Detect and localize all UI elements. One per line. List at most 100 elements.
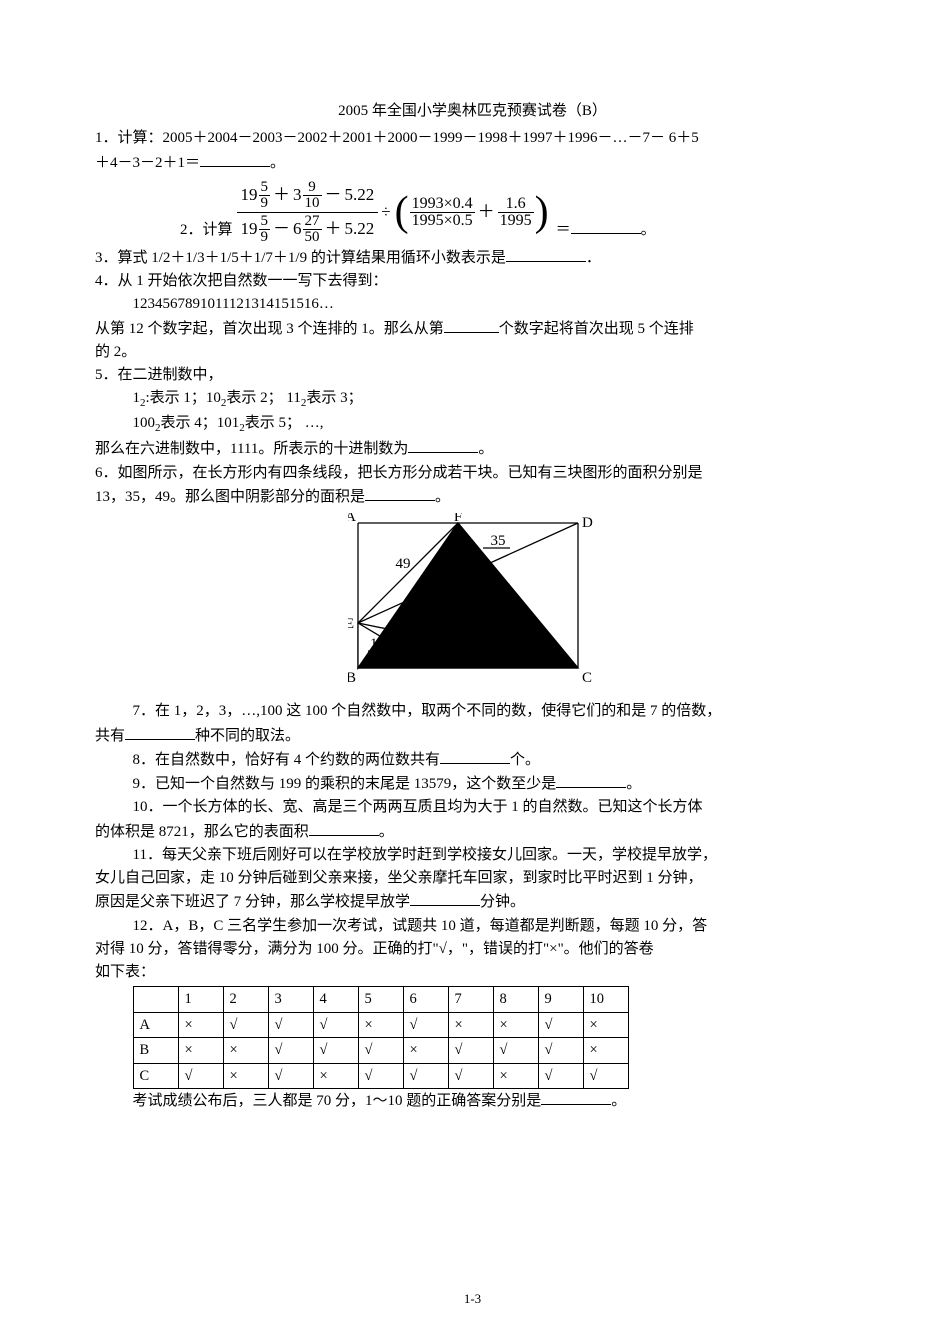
q5-line4: 那么在六进制数中，1111。所表示的十进制数为。 <box>95 437 850 461</box>
table-header-cell: 2 <box>223 987 268 1012</box>
q1-line1: 1．计算：2005＋2004－2003－2002＋2001＋2000－1999－… <box>95 127 850 150</box>
q2-label: 2．计算 <box>180 219 233 246</box>
document-page: 2005 年全国小学奥林匹克预赛试卷（B） 1．计算：2005＋2004－200… <box>0 0 945 1337</box>
table-cell: √ <box>313 1038 358 1063</box>
table-cell: × <box>583 1012 628 1037</box>
q2-frac3: 1.61995 <box>498 196 534 229</box>
q6-line2: 13，35，49。那么图中阴影部分的面积是。 <box>95 485 850 509</box>
q10-line1: 10．一个长方体的长、宽、高是三个两两互质且均为大于 1 的自然数。已知这个长方… <box>95 796 850 819</box>
q2-mainfrac: 1959 ＋ 3910 － 5.22 1959 － 62750 ＋ 5.22 <box>237 179 379 246</box>
table-row: C√×√×√√√×√√ <box>133 1063 628 1088</box>
q7-line1: 7．在 1，2，3，…,100 这 100 个自然数中，取两个不同的数，使得它们… <box>95 700 850 723</box>
table-cell: √ <box>268 1012 313 1037</box>
table-cell: × <box>223 1063 268 1088</box>
q10-line2: 的体积是 8721，那么它的表面积。 <box>95 820 850 844</box>
q5-line2: 12:表示 1；102表示 2； 112表示 3； <box>95 387 850 412</box>
table-header-cell: 5 <box>358 987 403 1012</box>
q2-denominator: 1959 － 62750 ＋ 5.22 <box>237 213 379 246</box>
q12-line4: 考试成绩公布后，三人都是 70 分，1～10 题的正确答案分别是。 <box>95 1089 850 1113</box>
svg-text:49: 49 <box>395 556 410 572</box>
table-cell: √ <box>223 1012 268 1037</box>
table-cell: × <box>403 1038 448 1063</box>
svg-text:A: A <box>348 513 356 525</box>
table-header-cell: 1 <box>178 987 223 1012</box>
q6-figure: ADBCFE493513 <box>95 513 850 696</box>
q3-blank <box>506 246 586 262</box>
q4-blank <box>444 317 499 333</box>
table-cell: × <box>178 1012 223 1037</box>
q2-den-m1: 1959 <box>241 214 271 245</box>
svg-text:D: D <box>582 515 593 531</box>
q12-blank <box>541 1089 611 1105</box>
svg-text:C: C <box>582 670 592 686</box>
q2-frac2: 1993×0.41995×0.5 <box>410 196 475 229</box>
q6-blank <box>365 485 435 501</box>
q11-blank <box>410 890 480 906</box>
table-cell: √ <box>358 1063 403 1088</box>
q2-paren-open: ( <box>394 191 410 233</box>
svg-text:F: F <box>453 513 461 525</box>
table-row: B××√√√×√√√× <box>133 1038 628 1063</box>
table-cell: × <box>313 1063 358 1088</box>
q3: 3．算式 1/2＋1/3＋1/5＋1/7＋1/9 的计算结果用循环小数表示是． <box>95 246 850 270</box>
table-cell: C <box>133 1063 178 1088</box>
table-cell: √ <box>178 1063 223 1088</box>
table-cell: × <box>493 1012 538 1037</box>
table-cell: √ <box>493 1038 538 1063</box>
q1-blank <box>200 151 270 167</box>
q11-line3: 原因是父亲下班迟了 7 分钟，那么学校提早放学分钟。 <box>95 890 850 914</box>
table-cell: √ <box>268 1063 313 1088</box>
q2-den-m2: 62750 <box>293 214 322 245</box>
table-cell: √ <box>358 1038 403 1063</box>
table-row: A×√√√×√××√× <box>133 1012 628 1037</box>
table-header-cell: 10 <box>583 987 628 1012</box>
table-cell: √ <box>448 1063 493 1088</box>
table-header-cell: 8 <box>493 987 538 1012</box>
q7-line2: 共有种不同的取法。 <box>95 724 850 748</box>
q9-blank <box>556 772 626 788</box>
table-header-cell: 4 <box>313 987 358 1012</box>
table-cell: × <box>493 1063 538 1088</box>
table-cell: √ <box>403 1063 448 1088</box>
table-header-cell: 7 <box>448 987 493 1012</box>
q11-line2: 女儿自己回家，走 10 分钟后碰到父亲来接，坐父亲摩托车回家，到家时比平时迟到 … <box>95 867 850 890</box>
table-cell: √ <box>403 1012 448 1037</box>
q8-blank <box>440 748 510 764</box>
page-title: 2005 年全国小学奥林匹克预赛试卷（B） <box>95 100 850 123</box>
page-footer: 1-3 <box>0 1289 945 1309</box>
q8: 8．在自然数中，恰好有 4 个约数的两位数共有个。 <box>95 748 850 772</box>
q2-num-m1: 1959 <box>241 180 271 211</box>
table-cell: B <box>133 1038 178 1063</box>
q6-line1: 6．如图所示，在长方形内有四条线段，把长方形分成若干块。已知有三块图形的面积分别… <box>95 462 850 485</box>
q2-paren-close: ) <box>534 191 550 233</box>
q4-line4: 的 2。 <box>95 341 850 364</box>
q11-line1: 11．每天父亲下班后刚好可以在学校放学时赶到学校接女儿回家。一天，学校提早放学， <box>95 844 850 867</box>
table-cell: √ <box>538 1012 583 1037</box>
table-cell: × <box>223 1038 268 1063</box>
q2-num-m2: 3910 <box>293 180 322 211</box>
q5-line1: 5．在二进制数中， <box>95 364 850 387</box>
table-header-cell: 9 <box>538 987 583 1012</box>
q10-blank <box>309 820 379 836</box>
q6-svg: ADBCFE493513 <box>348 513 598 688</box>
table-cell: × <box>583 1038 628 1063</box>
table-header-cell: 3 <box>268 987 313 1012</box>
q5-blank <box>408 437 478 453</box>
q12-line1: 12．A，B，C 三名学生参加一次考试，试题共 10 道，每道都是判断题，每题 … <box>95 915 850 938</box>
q2-after: ＝。 <box>556 218 656 246</box>
svg-text:13: 13 <box>370 636 385 652</box>
q7-blank <box>125 724 195 740</box>
q1-text: ＋4－3－2＋1＝ <box>95 155 200 171</box>
table-cell: √ <box>268 1038 313 1063</box>
q12-table: 12345678910A×√√√×√××√×B××√√√×√√√×C√×√×√√… <box>133 986 629 1089</box>
table-cell: √ <box>583 1063 628 1088</box>
table-cell: √ <box>538 1063 583 1088</box>
q1-line2: ＋4－3－2＋1＝。 <box>95 151 850 175</box>
table-cell: × <box>178 1038 223 1063</box>
table-cell: √ <box>313 1012 358 1037</box>
q4-line1: 4．从 1 开始依次把自然数一一写下去得到： <box>95 270 850 293</box>
table-cell: √ <box>538 1038 583 1063</box>
svg-text:E: E <box>348 616 354 632</box>
q2-blank <box>571 218 641 234</box>
q2-numerator: 1959 ＋ 3910 － 5.22 <box>237 179 379 212</box>
